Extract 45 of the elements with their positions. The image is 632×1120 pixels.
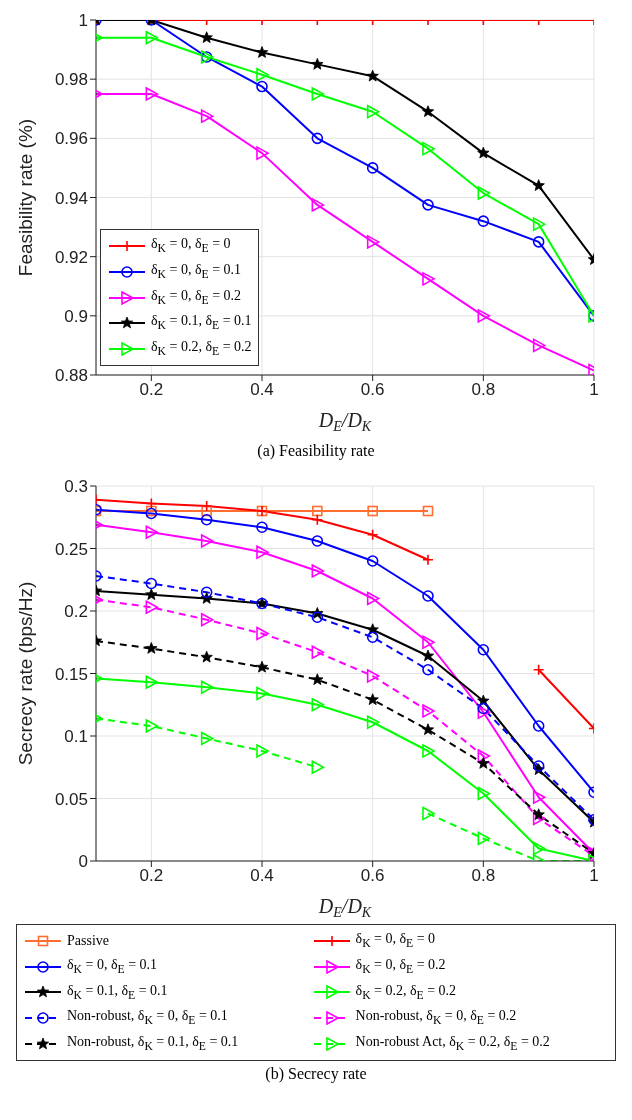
x-tick-label: 0.2: [139, 866, 164, 886]
x-tick-label: 0.6: [360, 380, 385, 400]
legend-label: δ$_{K}$ = 0, δ$_{E}$ = 0.2: [355, 955, 446, 978]
legend-label: δ$_{K}$ = 0, δ$_{E}$ = 0: [355, 930, 436, 952]
x-tick-label: 0.8: [471, 866, 496, 886]
y-tick-label: 1: [78, 11, 88, 31]
y-tick-label: 0.25: [54, 539, 88, 559]
y-tick-label: 0.05: [54, 789, 88, 809]
legend-label: δ$_{K}$ = 0, δ$_{E}$ = 0.2: [151, 286, 242, 309]
legend-label: δ$_{K}$ = 0.1, δ$_{E}$ = 0.1: [151, 312, 252, 335]
x-axis-title: D$_{E}$/D$_{K}$: [317, 895, 372, 920]
legend-label: δ$_{K}$ = 0.2, δ$_{E}$ = 0.2: [151, 338, 252, 360]
y-tick-label: 0.15: [54, 664, 88, 684]
y-tick-label: 0.2: [64, 602, 88, 622]
text: (b) Secrecy rate: [264, 1064, 368, 1083]
x-tick-label: 0.4: [250, 866, 274, 886]
y-tick-label: 0.96: [54, 129, 88, 149]
y-tick-label: 0.94: [54, 188, 88, 208]
x-tick-label: 0.2: [139, 380, 164, 400]
legend-label: Passive: [67, 932, 109, 951]
legend-label: Non-robust, δ$_{K}$ = 0, δ$_{E}$ = 0.2: [355, 1007, 517, 1030]
text: (a) Feasibility rate: [256, 442, 376, 460]
y-tick-label: 0.1: [64, 727, 88, 747]
y-tick-label: 0.9: [64, 306, 88, 326]
legend-label: δ$_{K}$ = 0, δ$_{E}$ = 0: [151, 235, 231, 257]
x-tick-label: 0.4: [250, 380, 274, 400]
x-tick-label: 1: [589, 866, 599, 886]
x-tick-label: 0.8: [471, 380, 496, 400]
y-tick-label: 0.92: [54, 247, 88, 267]
x-tick-label: 0.6: [360, 866, 385, 886]
legend-label: δ$_{K}$ = 0, δ$_{E}$ = 0.1: [67, 955, 158, 978]
y-tick-label: 0.3: [64, 477, 88, 497]
legend-label: Non-robust, δ$_{K}$ = 0, δ$_{E}$ = 0.1: [67, 1007, 228, 1030]
x-axis-title: D$_{E}$/D$_{K}$: [317, 409, 372, 434]
y-tick-label: 0.88: [54, 366, 88, 386]
legend-label: δ$_{K}$ = 0.1, δ$_{E}$ = 0.1: [67, 981, 168, 1004]
legend-label: Non-robust, δ$_{K}$ = 0.1, δ$_{E}$ = 0.1: [67, 1033, 239, 1055]
legend-label: Non-robust Act, δ$_{K}$ = 0.2, δ$_{E}$ = 0.2: [355, 1033, 550, 1055]
x-tick-label: 1: [589, 380, 599, 400]
y-tick-label: 0: [78, 852, 88, 872]
y-tick-label: 0.98: [54, 70, 88, 90]
y-axis-title: Feasibility rate (%): [15, 118, 36, 277]
y-axis-title: Secrecy rate (bps/Hz): [15, 581, 36, 766]
legend-label: δ$_{K}$ = 0, δ$_{E}$ = 0.1: [151, 260, 242, 283]
legend-label: δ$_{K}$ = 0.2, δ$_{E}$ = 0.2: [355, 981, 457, 1004]
